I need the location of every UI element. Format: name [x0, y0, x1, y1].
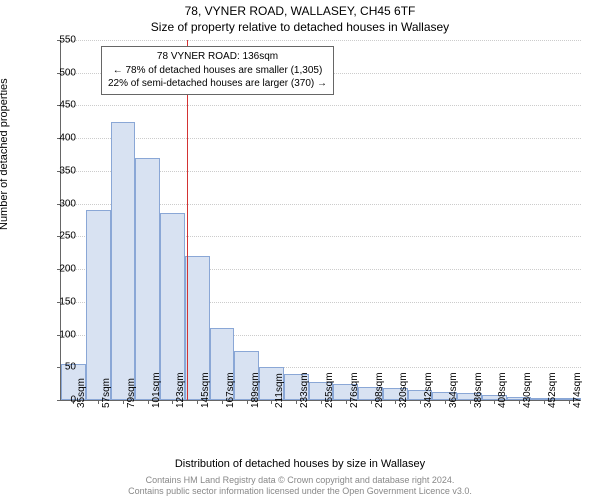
annotation-line2: ← 78% of detached houses are smaller (1,…: [108, 64, 327, 78]
histogram-bar: [111, 122, 136, 400]
y-tick-label: 300: [59, 198, 76, 209]
x-tick-mark: [148, 400, 149, 404]
x-tick-mark: [371, 400, 372, 404]
footer-line2: Contains public sector information licen…: [0, 486, 600, 497]
plot-area: 78 VYNER ROAD: 136sqm ← 78% of detached …: [60, 40, 581, 401]
x-tick-label: 101sqm: [151, 372, 162, 408]
x-tick-mark: [544, 400, 545, 404]
x-tick-mark: [395, 400, 396, 404]
x-tick-mark: [569, 400, 570, 404]
x-tick-label: 474sqm: [572, 372, 583, 408]
y-axis-label: Number of detached properties: [0, 78, 10, 230]
y-tick-label: 500: [59, 67, 76, 78]
x-tick-mark: [271, 400, 272, 404]
x-tick-mark: [470, 400, 471, 404]
x-tick-mark: [296, 400, 297, 404]
x-tick-label: 364sqm: [448, 372, 459, 408]
x-tick-label: 233sqm: [299, 372, 310, 408]
y-tick-label: 250: [59, 231, 76, 242]
x-tick-mark: [321, 400, 322, 404]
title-primary: 78, VYNER ROAD, WALLASEY, CH45 6TF: [0, 4, 600, 18]
y-tick-mark: [57, 400, 61, 401]
x-tick-label: 408sqm: [497, 372, 508, 408]
x-tick-mark: [123, 400, 124, 404]
x-tick-label: 342sqm: [423, 372, 434, 408]
x-tick-label: 452sqm: [547, 372, 558, 408]
x-tick-label: 430sqm: [522, 372, 533, 408]
x-tick-label: 386sqm: [473, 372, 484, 408]
x-tick-label: 189sqm: [250, 372, 261, 408]
x-tick-label: 167sqm: [225, 372, 236, 408]
x-tick-label: 35sqm: [76, 378, 87, 408]
x-tick-mark: [247, 400, 248, 404]
x-tick-mark: [197, 400, 198, 404]
x-axis-label: Distribution of detached houses by size …: [0, 458, 600, 470]
x-tick-label: 57sqm: [101, 378, 112, 408]
histogram-bar: [135, 158, 160, 400]
y-tick-label: 550: [59, 35, 76, 46]
x-tick-mark: [98, 400, 99, 404]
y-tick-label: 100: [59, 329, 76, 340]
x-tick-label: 145sqm: [200, 372, 211, 408]
chart-container: 78, VYNER ROAD, WALLASEY, CH45 6TF Size …: [0, 0, 600, 500]
x-tick-label: 298sqm: [374, 372, 385, 408]
footer: Contains HM Land Registry data © Crown c…: [0, 475, 600, 497]
annotation-box: 78 VYNER ROAD: 136sqm ← 78% of detached …: [101, 46, 334, 95]
x-tick-mark: [222, 400, 223, 404]
gridline: [61, 40, 581, 41]
x-tick-label: 123sqm: [175, 372, 186, 408]
x-tick-mark: [346, 400, 347, 404]
x-tick-mark: [494, 400, 495, 404]
x-tick-label: 211sqm: [274, 373, 285, 408]
y-tick-label: 150: [59, 296, 76, 307]
x-tick-mark: [420, 400, 421, 404]
gridline: [61, 138, 581, 139]
x-tick-mark: [445, 400, 446, 404]
x-tick-label: 320sqm: [398, 372, 409, 408]
x-tick-mark: [519, 400, 520, 404]
x-tick-label: 276sqm: [349, 372, 360, 408]
x-tick-label: 255sqm: [324, 372, 335, 408]
y-tick-label: 50: [65, 362, 76, 373]
title-secondary: Size of property relative to detached ho…: [0, 20, 600, 34]
y-tick-label: 200: [59, 264, 76, 275]
gridline: [61, 105, 581, 106]
y-tick-label: 400: [59, 133, 76, 144]
x-tick-label: 79sqm: [126, 378, 137, 408]
annotation-line3: 22% of semi-detached houses are larger (…: [108, 77, 327, 91]
footer-line1: Contains HM Land Registry data © Crown c…: [0, 475, 600, 486]
annotation-line1: 78 VYNER ROAD: 136sqm: [108, 50, 327, 64]
y-tick-label: 350: [59, 165, 76, 176]
x-tick-mark: [172, 400, 173, 404]
histogram-bar: [86, 210, 111, 400]
y-tick-label: 450: [59, 100, 76, 111]
